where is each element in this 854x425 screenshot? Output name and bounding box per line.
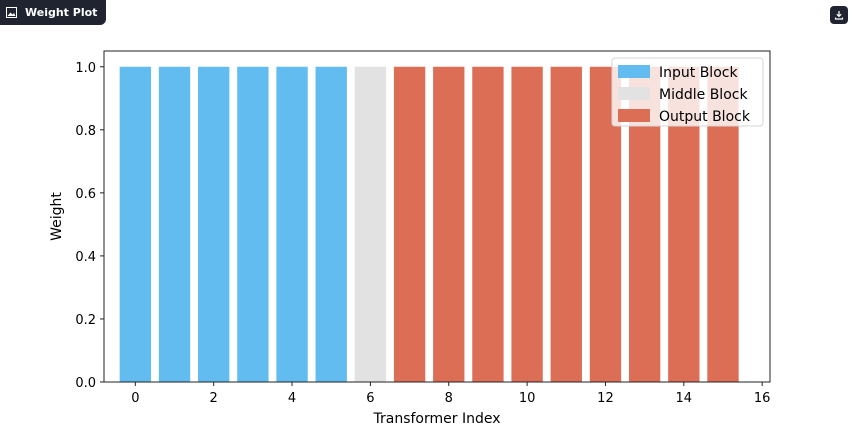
x-tick-label: 2 [210,391,218,406]
x-tick-label: 14 [676,391,693,406]
bar-3 [237,66,269,382]
x-tick-label: 16 [754,391,771,406]
bar-6 [354,66,387,382]
bars-group [119,66,739,382]
download-button[interactable] [830,6,848,24]
x-ticks: 0 2 4 6 8 10 12 14 16 [131,382,770,406]
plot-title: Weight Plot [25,6,98,19]
bar-11 [550,66,582,382]
y-tick-label: 1.0 [75,61,96,76]
bar-10 [511,66,543,382]
y-tick-label: 0.2 [75,313,96,328]
bar-2 [198,66,230,382]
legend: Input Block Middle Block Output Block [611,57,764,127]
legend-label-input: Input Block [659,65,738,81]
x-tick-label: 8 [445,391,453,406]
x-tick-label: 10 [519,391,536,406]
bar-5 [315,66,347,382]
y-tick-label: 0.4 [75,250,96,265]
bar-8 [433,66,465,382]
plot-title-tab: Weight Plot [0,0,107,25]
x-tick-label: 12 [597,391,614,406]
x-axis-label: Transformer Index [373,411,501,425]
x-tick-label: 0 [131,391,139,406]
bar-0 [119,66,152,382]
y-tick-label: 0.0 [75,376,96,391]
y-axis-label: Weight [49,192,65,241]
y-ticks: 0.0 0.2 0.4 0.6 0.8 1.0 [75,61,104,391]
plot-frame [103,50,771,383]
legend-swatch-middle [618,87,650,100]
x-tick-label: 4 [288,391,296,406]
bar-4 [276,66,308,382]
download-icon [834,10,844,20]
legend-label-output: Output Block [659,109,751,125]
y-tick-label: 0.8 [75,124,96,139]
x-tick-label: 6 [366,391,374,406]
image-icon [6,7,17,18]
bar-9 [472,66,504,382]
y-tick-label: 0.6 [75,187,96,202]
bar-1 [158,66,191,382]
legend-swatch-output [618,109,650,122]
legend-swatch-input [618,65,650,78]
legend-label-middle: Middle Block [659,87,748,103]
bar-7 [393,66,426,382]
